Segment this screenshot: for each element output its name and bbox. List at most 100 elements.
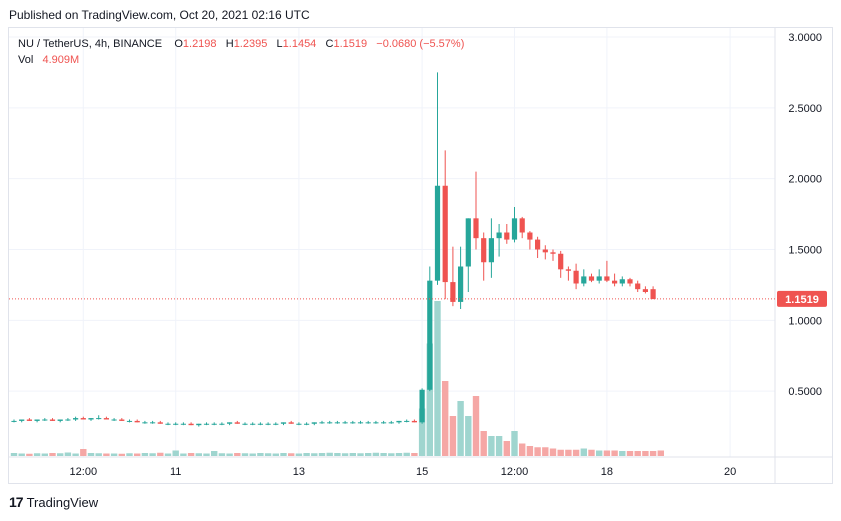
candle-body (434, 185, 441, 281)
volume-bar (95, 453, 102, 456)
candle-body (319, 422, 325, 424)
volume-bar (519, 443, 526, 456)
volume-bar (503, 441, 510, 456)
candle-body (427, 280, 433, 390)
candle-body (288, 422, 294, 424)
candle-body (257, 423, 263, 425)
volume-bar (642, 451, 649, 456)
close-value: 1.1519 (333, 38, 368, 50)
volume-bar (218, 453, 226, 456)
volume-bar (57, 453, 64, 456)
volume-bar (511, 431, 518, 456)
volume-bar (403, 452, 410, 456)
volume-bar (303, 453, 310, 456)
volume-bar (10, 453, 18, 456)
volume-bar (241, 453, 249, 456)
volume-bar (211, 451, 218, 456)
candle-body (311, 422, 317, 424)
volume-bar (565, 449, 572, 456)
tradingview-brand[interactable]: 17 TradingView (9, 494, 98, 510)
volume-bar (549, 448, 557, 456)
candle-body (188, 423, 194, 426)
brand-name: TradingView (26, 494, 99, 510)
candle-body (396, 420, 402, 423)
volume-bar (326, 452, 333, 456)
candle-body (111, 419, 117, 421)
candle-body (203, 423, 210, 425)
volume-bar (134, 453, 141, 456)
candle-body (165, 423, 171, 425)
volume-bar (72, 453, 79, 456)
volume-bar (495, 436, 503, 456)
candle-body (635, 283, 641, 290)
y-tick-label: 0.5000 (788, 386, 822, 398)
volume-bar (357, 453, 364, 456)
volume-bar (588, 449, 595, 456)
volume-bar (542, 447, 549, 456)
volume-bar (626, 451, 634, 456)
candle-body (481, 238, 487, 263)
candle-body (19, 419, 25, 421)
y-tick-label: 1.0000 (788, 315, 822, 327)
candle-body (327, 422, 333, 424)
candle-body (73, 418, 79, 420)
candle-body (650, 289, 656, 300)
candle-body (304, 423, 310, 425)
candle-body (604, 276, 610, 281)
volume-bar (388, 453, 395, 456)
candle-body (488, 238, 494, 263)
volume-bar (164, 453, 172, 456)
candle-body (527, 232, 533, 240)
candle-body (542, 249, 548, 253)
volume-bar (465, 416, 472, 456)
candle-body (642, 289, 648, 292)
x-tick-label: 13 (293, 466, 305, 478)
volume-bar (195, 453, 202, 456)
published-caption: Published on TradingView.com, Oct 20, 20… (9, 8, 310, 22)
candle-body (496, 232, 502, 239)
volume-bar (434, 301, 441, 456)
candle-body (273, 423, 279, 425)
candle-body (196, 423, 202, 426)
volume-bar (596, 450, 603, 456)
x-tick-label: 11 (170, 466, 181, 478)
volume-bar (341, 453, 349, 456)
candle-body (442, 185, 448, 283)
volume-bar (411, 453, 418, 456)
chart-frame[interactable] (8, 27, 833, 484)
candle-body (596, 276, 602, 281)
legend: NU / TetherUS, 4h, BINANCE O1.2198 H1.23… (18, 36, 464, 68)
x-tick-label: 12:00 (70, 466, 98, 478)
volume-bar (110, 453, 118, 456)
volume-row: Vol 4.909M (18, 52, 464, 68)
high-label: H (225, 38, 234, 50)
volume-bar (272, 453, 279, 456)
candle-body (219, 423, 225, 425)
tradingview-logo-icon: 17 (9, 494, 24, 510)
candle-body (504, 232, 510, 240)
x-tick-label: 18 (601, 466, 613, 478)
open-label: O (174, 38, 183, 50)
volume-bar (580, 448, 587, 456)
volume-bar (118, 453, 125, 456)
candle-body (404, 420, 410, 422)
candle-body (227, 422, 233, 424)
volume-bar (372, 452, 380, 456)
volume-bar (603, 450, 611, 456)
volume-bar (18, 453, 25, 456)
volume-bar (380, 453, 387, 456)
volume-bar (534, 447, 541, 456)
candle-body (65, 419, 71, 421)
candle-body (142, 422, 148, 424)
ohlc-row: NU / TetherUS, 4h, BINANCE O1.2198 H1.23… (18, 36, 464, 52)
volume-bar (649, 451, 657, 456)
candle-body (173, 423, 179, 425)
low-value: 1.1454 (282, 38, 317, 50)
volume-bar (557, 449, 564, 456)
close-label: C (325, 38, 334, 50)
candle-body (334, 422, 340, 424)
candle-body (535, 239, 541, 250)
volume-bar (318, 453, 326, 456)
y-tick-label: 1.5000 (788, 245, 822, 257)
